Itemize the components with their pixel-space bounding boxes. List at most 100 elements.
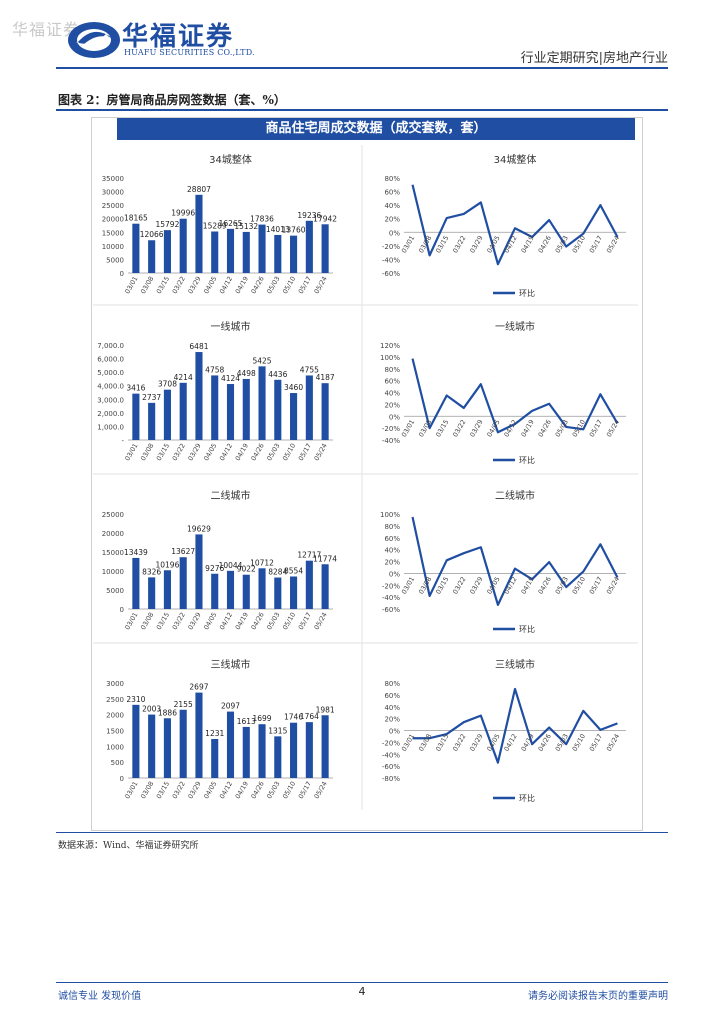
page-number: 4 — [358, 985, 366, 998]
bar-data-label: 4758 — [205, 365, 224, 374]
y-tick-label: -20% — [382, 582, 400, 590]
bar — [132, 704, 140, 778]
x-tick-label: 05/17 — [297, 442, 313, 462]
x-tick-label: 04/05 — [485, 575, 501, 595]
chart-title: 34城整体 — [209, 153, 252, 166]
y-tick-label: 3000 — [106, 680, 124, 688]
bar-data-label: 19629 — [187, 524, 211, 533]
x-tick-label: 05/10 — [281, 275, 297, 295]
bar-data-label: 17942 — [313, 214, 337, 223]
bar — [195, 352, 203, 440]
x-tick-label: 03/22 — [171, 611, 187, 631]
legend-label: 环比 — [519, 288, 535, 298]
bar-data-label: 10196 — [155, 560, 179, 569]
bar-data-label: 13760 — [282, 226, 306, 235]
y-tick-label: 30000 — [102, 189, 124, 197]
bar — [179, 218, 187, 273]
x-tick-label: 05/17 — [297, 780, 313, 800]
x-tick-label: 03/29 — [468, 733, 484, 753]
y-tick-label: 60% — [384, 692, 400, 700]
y-tick-label: 40% — [384, 390, 400, 398]
bar-data-label: 13627 — [171, 547, 195, 556]
bar-data-label: 18165 — [124, 214, 148, 223]
y-tick-label: 2,000.0 — [97, 410, 124, 418]
bar — [290, 393, 298, 440]
x-tick-label: 03/15 — [434, 234, 450, 254]
y-tick-label: 5000 — [106, 256, 124, 264]
y-tick-label: 100% — [380, 511, 400, 519]
x-tick-label: 03/15 — [155, 442, 171, 462]
y-tick-label: 2000 — [106, 712, 124, 720]
bar — [258, 568, 266, 609]
x-tick-label: 04/12 — [218, 275, 234, 295]
y-tick-label: 35000 — [102, 175, 124, 183]
y-tick-label: 0% — [389, 570, 400, 578]
bar-data-label: 19996 — [171, 209, 195, 218]
x-tick-label: 03/08 — [139, 780, 155, 800]
x-tick-label: 04/26 — [537, 575, 553, 595]
x-tick-label: 03/15 — [434, 418, 450, 438]
bar-data-label: 1231 — [205, 729, 224, 738]
y-tick-label: 7,000.0 — [97, 342, 124, 350]
bar-data-label: 9276 — [205, 564, 224, 573]
bar — [132, 557, 140, 609]
x-tick-label: 05/03 — [265, 780, 281, 800]
bar — [274, 379, 282, 440]
bar-data-label: 1746 — [284, 713, 303, 722]
x-tick-label: 05/17 — [588, 418, 604, 438]
bar — [321, 715, 329, 778]
x-tick-label: 04/12 — [502, 575, 518, 595]
bar-data-label: 1764 — [300, 712, 319, 721]
x-tick-label: 03/08 — [417, 733, 433, 753]
bar — [242, 231, 250, 273]
y-tick-label: 1000 — [106, 743, 124, 751]
bar-data-label: 13439 — [124, 548, 148, 557]
bar — [179, 709, 187, 778]
bar-data-label: 28807 — [187, 185, 211, 194]
x-tick-label: 04/26 — [537, 733, 553, 753]
bar — [321, 383, 329, 440]
bar-data-label: 8326 — [142, 567, 161, 576]
x-tick-label: 05/17 — [588, 234, 604, 254]
x-tick-label: 04/05 — [485, 418, 501, 438]
bar — [274, 234, 282, 273]
x-tick-label: 03/01 — [123, 611, 139, 631]
figure-title: 图表 2：房管局商品房网签数据（套、%） — [58, 93, 286, 107]
x-tick-label: 03/22 — [451, 733, 467, 753]
y-tick-label: -60% — [382, 606, 400, 614]
y-tick-label: 60% — [384, 378, 400, 386]
x-tick-label: 03/29 — [468, 575, 484, 595]
x-tick-label: 03/15 — [434, 575, 450, 595]
y-tick-label: 500 — [111, 759, 124, 767]
bar-data-label: 6481 — [189, 342, 208, 351]
y-tick-label: 1,000.0 — [97, 423, 124, 431]
footer-divider — [56, 982, 668, 983]
chart-title: 三线城市 — [495, 658, 535, 671]
series-line — [411, 358, 619, 434]
y-tick-label: 15000 — [102, 549, 124, 557]
legend-label: 环比 — [519, 455, 535, 465]
y-tick-label: 0 — [120, 270, 124, 278]
bar — [195, 692, 203, 778]
bar — [132, 393, 140, 440]
chart-title: 二线城市 — [495, 489, 535, 502]
x-tick-label: 04/05 — [202, 611, 218, 631]
x-tick-label: 05/17 — [297, 275, 313, 295]
y-tick-label: -40% — [382, 437, 400, 445]
x-tick-label: 03/01 — [400, 234, 416, 254]
x-tick-label: 04/19 — [234, 611, 250, 631]
y-tick-label: 3,000.0 — [97, 396, 124, 404]
bar-data-label: 8554 — [284, 566, 303, 575]
y-tick-label: 20% — [384, 401, 400, 409]
y-tick-label: -20% — [382, 425, 400, 433]
bar — [179, 382, 187, 440]
bar-data-label: 4124 — [221, 374, 240, 383]
bar-data-label: 12066 — [140, 230, 164, 239]
x-tick-label: 05/17 — [588, 575, 604, 595]
bar-data-label: 19236 — [297, 211, 321, 220]
bar — [226, 570, 235, 609]
huafu-logo-icon — [68, 22, 120, 58]
y-tick-label: 0% — [389, 728, 400, 736]
x-tick-label: 05/03 — [265, 442, 281, 462]
bar — [242, 726, 250, 778]
